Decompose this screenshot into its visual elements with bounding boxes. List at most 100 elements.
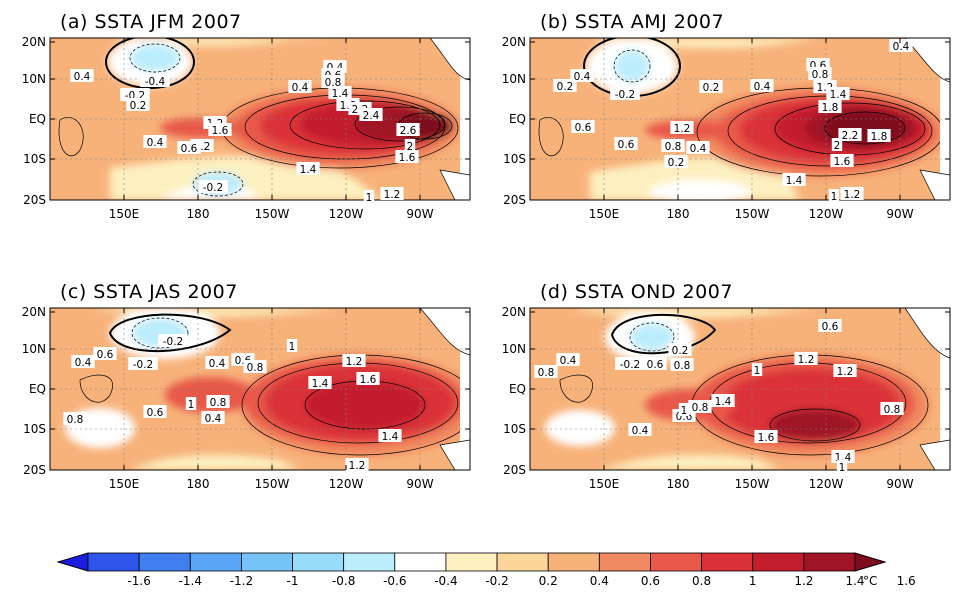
contour-label: 1 [836,460,848,474]
contour-label: 2.4 [359,108,383,122]
contour-label: 2.6 [396,123,420,137]
contour-label: 0.4 [143,135,167,149]
colorbar-tick-label: -1.6 [127,574,150,588]
lon-tick-label: 90W [406,477,433,491]
lat-tick-label: EQ [509,112,526,126]
svg-text:1: 1 [831,191,838,203]
contour-label: 1.6 [395,150,419,164]
colorbar-tick-label: -0.8 [332,574,355,588]
colorbar-swatch [547,552,600,572]
contour-label: 1.6 [754,430,778,444]
lat-tick-label: 20S [503,463,526,477]
colorbar-tick-label: -1.4 [179,574,202,588]
lat-tick-label: 20S [23,193,46,207]
svg-text:0.8: 0.8 [692,402,709,414]
contour-label: 0.4 [71,355,95,369]
contour-label: -0.4 [140,74,170,88]
panel-c-contour-labels: 0.4 0.6 -0.2 -0.2 0.4 0.6 0.8 1 1.2 1.6 1.4 1 0.8 0.4… [63,334,402,472]
svg-text:0.2: 0.2 [672,345,689,357]
colorbar-tick-label: -0.6 [383,574,406,588]
lon-tick-label: 120W [809,207,844,221]
lat-tick-label: 10S [503,422,526,436]
svg-text:0.2: 0.2 [557,81,574,93]
contour-label: 2.2 [838,128,862,142]
svg-text:-0.4: -0.4 [145,76,166,88]
svg-text:0.2: 0.2 [668,157,685,169]
svg-text:0.4: 0.4 [893,41,910,53]
lat-tick-label: 10N [502,72,526,86]
svg-text:0.2: 0.2 [130,100,147,112]
panel-b: (b) SSTA AMJ 2007 [502,11,951,221]
svg-text:0.6: 0.6 [181,143,198,155]
contour-label: 1.6 [830,154,854,168]
svg-text:-0.2: -0.2 [163,336,184,348]
panel-d-grid [530,308,950,470]
svg-text:-0.2: -0.2 [203,182,224,194]
contour-label: 1.4 [826,87,850,101]
contour-label: 0.4 [750,79,774,93]
contour-label: 0.4 [570,69,594,83]
contour-label: 0.2 [668,343,692,357]
colorbar-tick-label: 0.2 [539,574,558,588]
contour-label: 0.4 [70,69,94,83]
svg-text:1.2: 1.2 [798,354,815,366]
lat-tick-label: 20S [23,463,46,477]
contour-label: 0.8 [880,402,904,416]
contour-label: 1.8 [818,100,842,114]
panel-d-title: (d) SSTA OND 2007 [540,281,733,303]
contour-label: 1.8 [867,129,891,143]
colorbar-tick-label: 1 [749,574,757,588]
lat-tick-label: 10N [502,342,526,356]
svg-text:1.2: 1.2 [346,356,363,368]
lat-tick-label: 20N [22,305,46,319]
contour-label: 1.2 [345,458,369,472]
panel-a-axis-ticks: 20N 10N EQ 10S 20S 150E 180 150W 120W 90W [22,35,470,221]
lon-tick-label: 120W [329,207,364,221]
svg-text:0.4: 0.4 [205,413,222,425]
colorbar-tick-label: -0.4 [434,574,457,588]
svg-text:-0.2: -0.2 [620,359,641,371]
lat-tick-label: 10N [22,342,46,356]
colorbar-unit: °C [863,574,877,588]
svg-text:1.6: 1.6 [360,374,377,386]
contour-label: 1 [185,397,197,411]
contour-label: 0.4 [205,356,229,370]
svg-text:0.6: 0.6 [822,321,839,333]
lon-tick-label: 150E [589,477,620,491]
contour-label: 0.8 [661,139,685,153]
contour-label: 0.8 [670,358,694,372]
contour-label: 0.2 [699,80,723,94]
svg-text:1: 1 [366,192,373,204]
panel-c: (c) SSTA JAS 2007 [22,281,471,491]
colorbar-tick-label: 0.6 [641,574,660,588]
contour-label: 0.8 [206,395,230,409]
colorbar-tick-label: -1 [287,574,299,588]
colorbar-swatch [292,552,345,572]
lat-tick-label: 20N [502,35,526,49]
panel-b-contour-labels: 0.40.20.4-0.20.2 0.40.60.81.21.41.80.60.6… [553,39,913,203]
contour-label: 0.8 [63,412,87,426]
svg-text:0.8: 0.8 [884,404,901,416]
svg-text:2.2: 2.2 [842,130,859,142]
lat-tick-label: 20N [502,305,526,319]
svg-text:1.4: 1.4 [830,89,847,101]
svg-text:-0.2: -0.2 [615,89,636,101]
svg-text:0.8: 0.8 [210,397,227,409]
svg-text:1: 1 [754,365,761,377]
contour-label: 0.6 [643,357,667,371]
panel-a-title: (a) SSTA JFM 2007 [60,11,242,33]
lon-tick-label: 90W [886,207,913,221]
svg-text:2.6: 2.6 [400,125,417,137]
svg-text:0.4: 0.4 [209,358,226,370]
contour-label: 1.2 [833,364,857,378]
svg-text:1.4: 1.4 [382,431,399,443]
lat-tick-label: EQ [29,112,46,126]
colorbar-swatch [598,552,651,572]
lon-tick-label: 150E [589,207,620,221]
contour-label: 1 [286,339,298,353]
contour-label: 1.2 [380,187,404,201]
svg-text:1.4: 1.4 [786,175,803,187]
contour-label: 0.8 [688,400,712,414]
svg-text:0.4: 0.4 [147,137,164,149]
lon-tick-label: 120W [329,477,364,491]
